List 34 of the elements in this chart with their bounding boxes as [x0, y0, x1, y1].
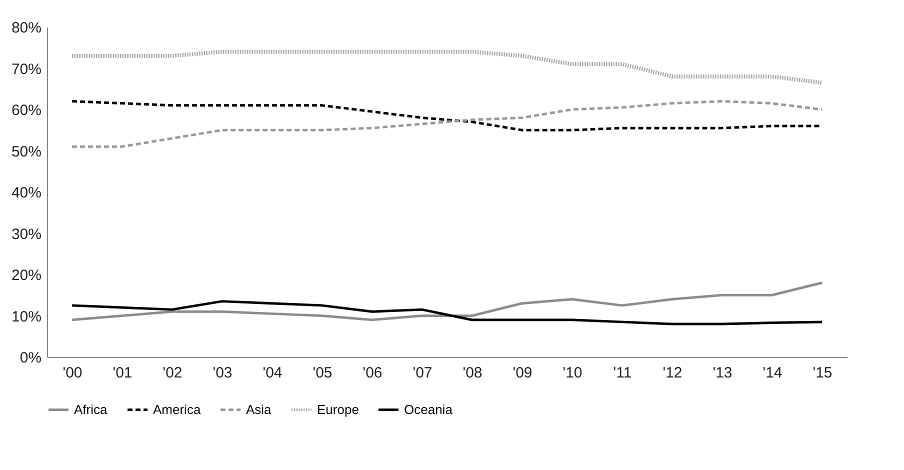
x-tick-label: '00	[62, 364, 82, 382]
x-tick-label: '07	[412, 364, 432, 382]
x-tick-label: '08	[462, 364, 482, 382]
x-tick-label: '06	[362, 364, 382, 382]
legend-label: America	[153, 402, 202, 417]
x-tick-label: '05	[312, 364, 332, 382]
x-tick-label: '09	[512, 364, 532, 382]
y-tick-label: 0%	[20, 350, 42, 366]
legend-label: Europe	[317, 402, 359, 417]
x-tick-label: '01	[112, 364, 132, 382]
line-series	[70, 282, 824, 322]
x-tick-label: '12	[662, 364, 682, 382]
y-tick-label: 30%	[11, 226, 42, 243]
legend-label: Asia	[246, 402, 272, 417]
legend-label: Oceania	[404, 402, 454, 417]
x-tick-label: '10	[562, 364, 582, 382]
y-tick-label: 50%	[11, 143, 42, 160]
y-tick-label: 70%	[11, 60, 42, 78]
x-tick-label: '14	[762, 364, 782, 382]
x-tick-label: '04	[262, 364, 282, 382]
x-tick-label: '03	[212, 364, 232, 382]
legend-label: Africa	[74, 402, 108, 417]
y-tick-label: 20%	[11, 267, 42, 284]
y-tick-label: 40%	[11, 184, 42, 202]
line-series	[70, 100, 824, 148]
y-tick-label: 80%	[11, 20, 42, 36]
y-tick-label: 60%	[11, 102, 42, 119]
line-series	[70, 50, 824, 85]
line-series	[70, 300, 824, 326]
x-tick-label: '15	[812, 364, 832, 382]
y-tick-label: 10%	[11, 308, 42, 326]
x-tick-label: '02	[162, 364, 182, 382]
x-tick-label: '13	[712, 364, 732, 382]
x-tick-label: '11	[613, 364, 632, 382]
